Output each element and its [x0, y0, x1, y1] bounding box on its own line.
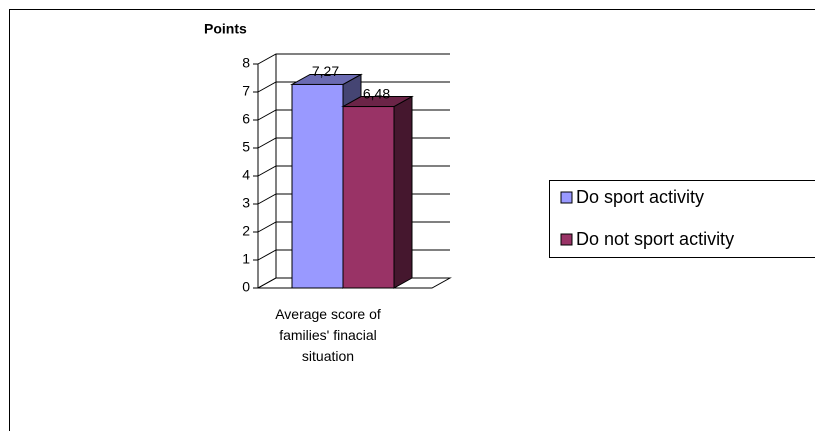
y-tick-label: 1 — [242, 251, 250, 267]
y-tick-label: 6 — [242, 111, 250, 127]
legend-label: Do sport activity — [576, 187, 704, 207]
legend-label: Do not sport activity — [576, 229, 734, 249]
bar — [342, 106, 395, 289]
y-tick-label: 7 — [242, 83, 250, 99]
x-tick-label: Average score of families' finacial situ… — [275, 306, 381, 364]
y-tick-label: 5 — [242, 139, 250, 155]
legend-swatch — [560, 191, 573, 204]
bar — [291, 83, 344, 289]
legend-swatch — [560, 233, 573, 246]
grid-line — [257, 53, 450, 65]
value-label: 6,48 — [363, 85, 390, 101]
y-tick-label: 2 — [242, 223, 250, 239]
legend — [549, 180, 815, 258]
bar-side — [393, 95, 413, 289]
value-label: 7,27 — [312, 63, 339, 79]
y-axis-label: Points — [204, 21, 247, 37]
y-tick-label: 3 — [242, 195, 250, 211]
y-tick-label: 4 — [242, 167, 250, 183]
y-tick-label: 0 — [242, 279, 250, 295]
y-tick-label: 8 — [242, 55, 250, 71]
